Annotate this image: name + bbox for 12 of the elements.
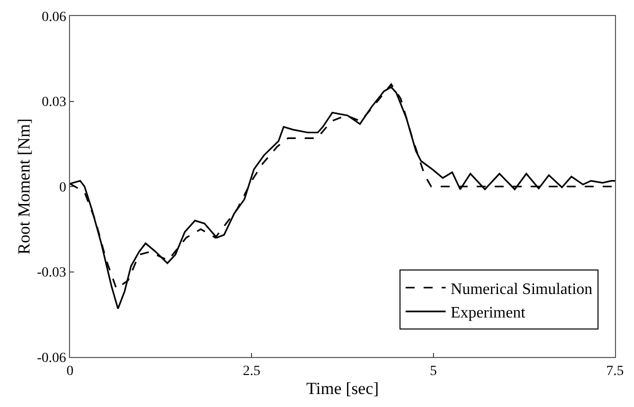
x-tick-label: 7.5 (606, 364, 624, 379)
legend-label: Numerical Simulation (450, 280, 592, 298)
y-tick-label: 0 (59, 180, 66, 196)
y-axis-title: Root Moment [Nm] (14, 118, 34, 254)
y-tick-label: -0.03 (37, 266, 66, 281)
y-tick-label: 0.03 (42, 95, 66, 110)
x-tick-label: 2.5 (242, 364, 260, 379)
x-tick-label: 5 (430, 364, 437, 379)
x-axis-title: Time [sec] (306, 379, 379, 398)
y-tick-label: 0.06 (42, 10, 66, 25)
y-tick-label: -0.06 (37, 350, 66, 366)
legend-label: Experiment (450, 304, 526, 322)
